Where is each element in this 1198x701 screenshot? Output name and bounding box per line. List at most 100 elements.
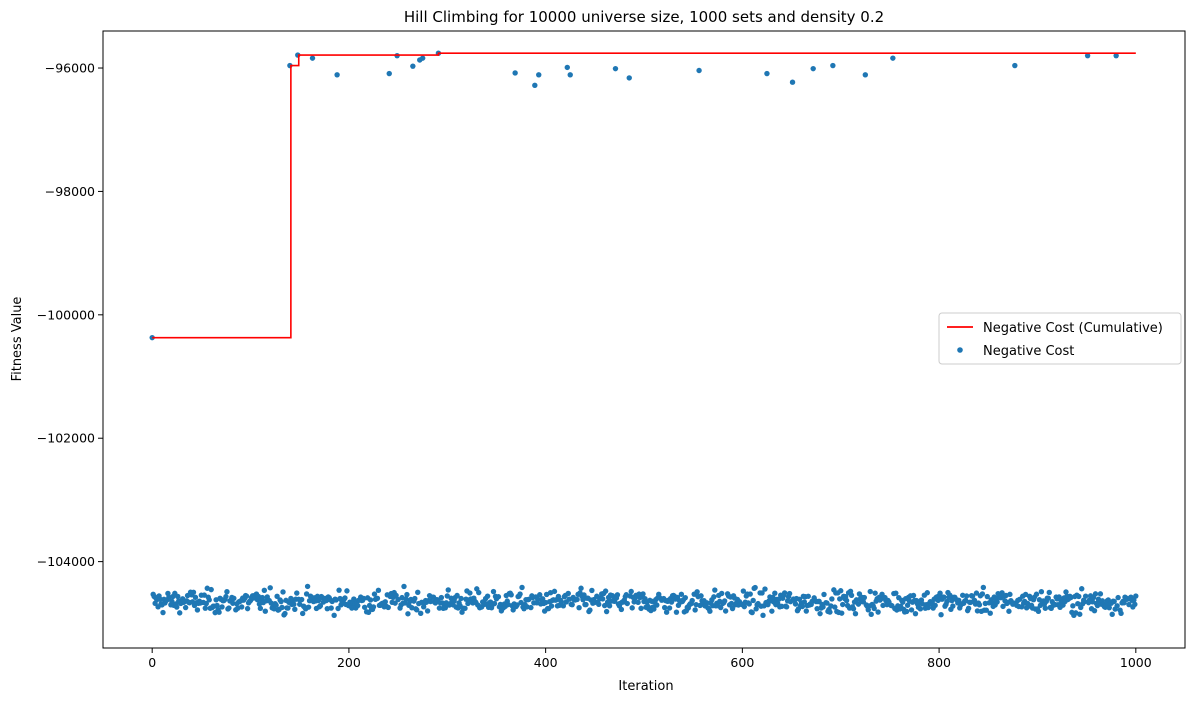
scatter-point bbox=[721, 598, 728, 604]
scatter-point bbox=[760, 612, 766, 618]
scatter-point bbox=[517, 591, 523, 597]
scatter-point bbox=[779, 603, 785, 610]
scatter-point bbox=[303, 591, 310, 597]
scatter-point bbox=[893, 590, 899, 596]
scatter-point bbox=[309, 55, 316, 61]
scatter-point bbox=[783, 604, 790, 610]
scatter-point bbox=[279, 604, 285, 611]
scatter-point bbox=[244, 605, 251, 612]
scatter-point bbox=[182, 604, 189, 611]
scatter-point bbox=[769, 608, 775, 614]
scatter-point bbox=[444, 593, 450, 599]
scatter-point bbox=[764, 70, 770, 77]
scatter-point bbox=[661, 604, 668, 611]
scatter-point bbox=[551, 588, 558, 595]
scatter-point bbox=[403, 596, 409, 602]
scatter-point bbox=[442, 605, 449, 611]
scatter-point bbox=[355, 602, 361, 609]
scatter-point bbox=[299, 610, 306, 617]
scatter-point bbox=[589, 587, 595, 594]
y-axis-title: Fitness Value bbox=[10, 297, 25, 382]
plot-area bbox=[102, 30, 1186, 649]
scatter-point bbox=[226, 605, 232, 611]
scatter-point bbox=[910, 592, 917, 599]
scatter-point bbox=[1115, 594, 1121, 601]
scatter-point bbox=[374, 595, 381, 601]
scatter-point bbox=[560, 603, 567, 609]
scatter-point bbox=[830, 62, 836, 69]
scatter-point bbox=[458, 595, 464, 602]
scatter-point bbox=[278, 598, 284, 605]
scatter-point bbox=[257, 605, 264, 612]
scatter-point bbox=[974, 608, 981, 614]
scatter-point bbox=[328, 605, 334, 611]
cumulative-line bbox=[152, 52, 1136, 339]
scatter-point bbox=[206, 597, 212, 603]
scatter-point bbox=[832, 604, 838, 610]
scatter-point bbox=[259, 594, 266, 601]
scatter-point bbox=[583, 601, 589, 608]
scatter-point bbox=[1091, 607, 1098, 614]
scatter-point bbox=[382, 599, 388, 605]
scatter-point bbox=[412, 595, 418, 602]
scatter-point bbox=[904, 602, 911, 608]
scatter-point bbox=[317, 603, 324, 609]
scatter-point bbox=[445, 587, 451, 593]
scatter-point bbox=[1006, 608, 1012, 614]
scatter-point bbox=[331, 612, 337, 618]
scatter-point bbox=[696, 67, 702, 74]
scatter-point bbox=[404, 591, 410, 598]
scatter-point bbox=[821, 591, 827, 598]
scatter-point bbox=[336, 587, 342, 593]
scatter-point bbox=[414, 607, 420, 613]
scatter-point bbox=[349, 605, 355, 611]
scatter-point bbox=[912, 610, 919, 617]
scatter-point bbox=[243, 593, 250, 599]
scatter-point bbox=[367, 597, 374, 603]
scatter-point bbox=[820, 604, 826, 610]
scatter-point bbox=[385, 604, 391, 611]
scatter-point bbox=[177, 610, 183, 616]
x-tick-label: 0 bbox=[148, 655, 156, 670]
scatter-point bbox=[342, 595, 348, 601]
scatter-point bbox=[190, 589, 197, 595]
scatter-point bbox=[666, 605, 673, 611]
scatter-point bbox=[1118, 610, 1124, 617]
scatter-point bbox=[850, 606, 857, 612]
scatter-point bbox=[1070, 603, 1076, 609]
scatter-point bbox=[508, 592, 514, 598]
scatter-point bbox=[698, 593, 704, 599]
legend-label-cumulative: Negative Cost (Cumulative) bbox=[983, 321, 1163, 336]
scatter-point bbox=[314, 593, 321, 600]
scatter-point bbox=[401, 583, 407, 590]
scatter-point bbox=[979, 591, 986, 597]
scatter-point bbox=[419, 55, 426, 61]
scatter-point bbox=[862, 72, 869, 78]
x-tick-label: 400 bbox=[534, 655, 558, 670]
scatter-point bbox=[875, 609, 881, 615]
scatter-point bbox=[208, 586, 214, 593]
scatter-point bbox=[569, 601, 575, 608]
scatter-point bbox=[578, 585, 584, 591]
scatter-point bbox=[315, 597, 322, 604]
scatter-point bbox=[174, 604, 180, 610]
scatter-point bbox=[868, 611, 874, 617]
scatter-point bbox=[917, 606, 924, 612]
scatter-point bbox=[261, 587, 268, 594]
scatter-point bbox=[519, 584, 525, 591]
scatter-point bbox=[654, 602, 660, 608]
scatter-point bbox=[565, 590, 571, 597]
scatter-point bbox=[651, 606, 657, 612]
scatter-point bbox=[903, 608, 910, 615]
scatter-point bbox=[963, 593, 970, 599]
scatter-point bbox=[746, 601, 752, 607]
scatter-point bbox=[829, 596, 835, 602]
scatter-point bbox=[1131, 597, 1137, 603]
scatter-point bbox=[294, 590, 300, 596]
scatter-point bbox=[838, 588, 844, 594]
scatter-point bbox=[361, 604, 368, 610]
plot-frame bbox=[102, 30, 1186, 649]
scatter-point bbox=[956, 597, 962, 604]
scatter-point bbox=[908, 607, 915, 613]
